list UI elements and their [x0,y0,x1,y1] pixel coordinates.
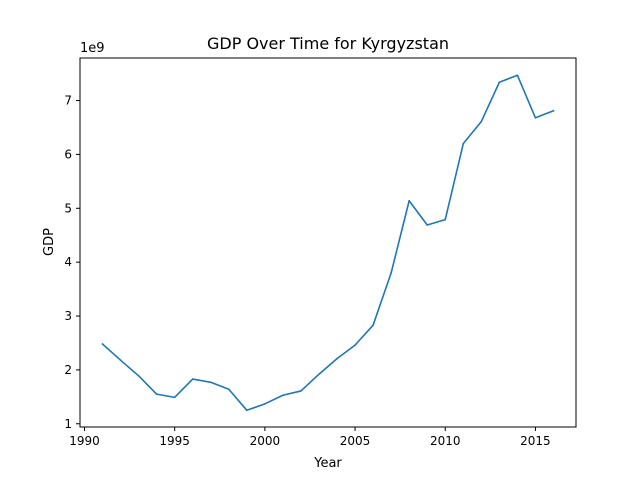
y-tick-label: 5 [64,201,72,215]
data-point [119,359,122,362]
y-tick-label: 3 [64,309,72,323]
data-point [318,373,320,376]
plot-frame [79,57,577,428]
y-tick-label: 6 [64,147,72,161]
data-point [498,81,501,84]
y-tick-label: 2 [64,363,72,377]
series-line-0 [101,74,555,412]
y-tick-label: 1 [64,417,72,431]
y-tick-label: 4 [64,255,72,269]
chart-title: GDP Over Time for Kyrgyzstan [207,34,449,53]
x-tick-label: 2000 [250,434,281,448]
data-point [552,109,555,112]
y-tick-label: 7 [64,94,72,108]
y-offset-label: 1e9 [80,41,105,56]
data-point [101,343,104,345]
x-tick-label: 1990 [69,434,100,448]
x-tick-label: 2015 [520,434,551,448]
x-axis-ticks: 1990 1995 2000 2005 2010 2015 [69,427,551,448]
data-point [137,375,140,377]
data-point [372,324,374,326]
data-point [209,381,212,384]
y-axis-label: GDP [42,228,57,256]
data-point [354,344,356,346]
y-axis-ticks: 1 2 3 4 5 6 7 [64,94,80,431]
data-point [462,142,465,145]
data-point [336,357,338,360]
data-point [155,393,158,395]
data-point [408,199,410,202]
data-point [426,224,429,226]
x-tick-label: 2010 [430,434,461,448]
x-tick-label: 2005 [340,434,371,448]
data-point [534,116,537,119]
data-point [480,120,483,123]
x-axis-label: Year [313,456,342,471]
data-point [228,388,230,391]
data-point [282,394,284,397]
data-point [264,403,266,405]
data-point [300,390,302,392]
data-point [390,272,392,274]
data-point [191,378,194,380]
x-tick-label: 1995 [159,434,190,448]
data-point [246,409,248,412]
data-point [444,218,447,221]
data-point [516,74,519,77]
data-point [173,396,176,399]
plot-series [101,74,555,412]
